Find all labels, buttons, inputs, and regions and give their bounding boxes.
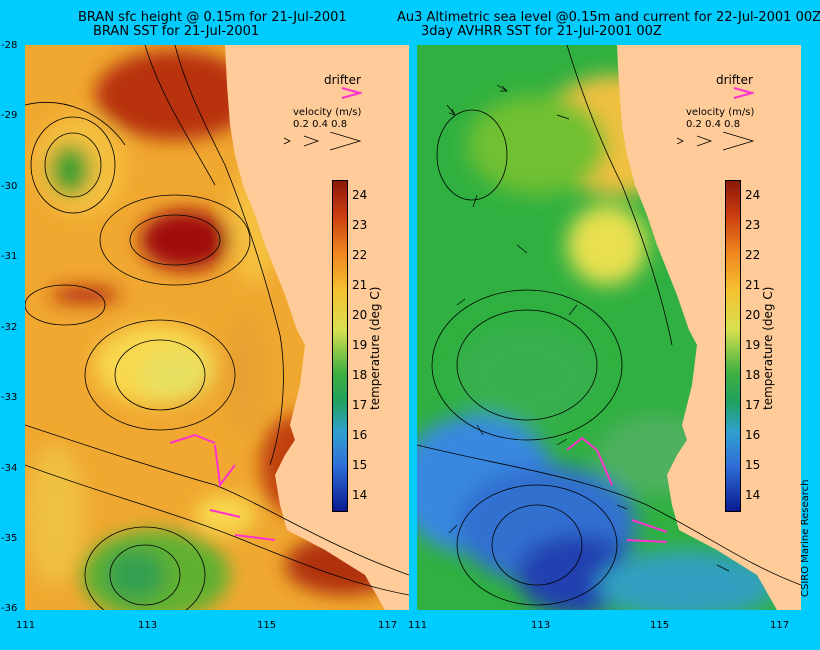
lon-tick-label: 111 <box>408 620 428 631</box>
colorbar-tick: 24 <box>745 188 761 202</box>
drifter-legend-arrow <box>733 87 754 99</box>
lat-tick-label: -34 <box>1 463 18 474</box>
colorbar-tick: 14 <box>745 488 761 502</box>
left-title-line2: BRAN SST for 21-Jul-2001 <box>93 24 260 39</box>
colorbar-tick: 16 <box>352 428 368 442</box>
lat-tick-label: -31 <box>1 251 18 262</box>
colorbar-tick: 21 <box>745 278 761 292</box>
lat-tick-label: -35 <box>1 533 18 544</box>
velocity-legend-values: 0.2 0.4 0.8 <box>293 119 348 130</box>
colorbar-tick: 15 <box>352 458 368 472</box>
temperature-colorbar <box>332 180 348 512</box>
lon-tick-label: 113 <box>531 620 551 631</box>
lon-tick-label: 117 <box>378 620 398 631</box>
land-right <box>617 45 801 610</box>
colorbar-tick: 23 <box>352 218 368 232</box>
colorbar-tick: 24 <box>352 188 368 202</box>
colorbar-title: temperature (deg C) <box>368 286 382 410</box>
lat-tick-label: -29 <box>1 110 18 121</box>
colorbar-tick: 19 <box>352 338 368 352</box>
drifter-legend-arrow <box>341 87 362 99</box>
right-title-line2: 3day AVHRR SST for 21-Jul-2001 00Z <box>421 24 662 39</box>
colorbar-tick: 15 <box>745 458 761 472</box>
temperature-colorbar <box>725 180 741 512</box>
drifter-legend-label: drifter <box>324 73 361 87</box>
colorbar-tick: 19 <box>745 338 761 352</box>
right-sst-map <box>417 45 801 610</box>
colorbar-title: temperature (deg C) <box>761 286 775 410</box>
lon-tick-label: 115 <box>650 620 670 631</box>
colorbar-tick: 17 <box>352 398 368 412</box>
sea-level-contours-left <box>25 45 409 610</box>
sea-level-contours-right <box>417 45 801 606</box>
drifter-tracks-right <box>566 436 668 543</box>
velocity-legend-values: 0.2 0.4 0.8 <box>686 119 741 130</box>
lon-tick-label: 111 <box>16 620 36 631</box>
credit-label: CSIRO Marine Research <box>800 479 811 597</box>
current-vectors-right <box>446 84 730 572</box>
velocity-legend-label: velocity (m/s) <box>686 107 755 118</box>
lat-tick-label: -30 <box>1 181 18 192</box>
right-title-line1: Au3 Altimetric sea level @0.15m and curr… <box>397 10 820 25</box>
colorbar-tick: 21 <box>352 278 368 292</box>
lat-tick-label: -28 <box>1 40 18 51</box>
lon-tick-label: 113 <box>138 620 158 631</box>
colorbar-tick: 17 <box>745 398 761 412</box>
sst-field-left <box>25 50 405 610</box>
lon-tick-label: 115 <box>257 620 277 631</box>
colorbar-tick: 16 <box>745 428 761 442</box>
colorbar-tick: 20 <box>745 308 761 322</box>
left-title-line1: BRAN sfc height @ 0.15m for 21-Jul-2001 <box>78 10 347 25</box>
colorbar-tick: 22 <box>745 248 761 262</box>
velocity-scale-arrows <box>283 132 362 151</box>
lon-tick-label: 117 <box>770 620 790 631</box>
colorbar-tick: 22 <box>352 248 368 262</box>
lat-tick-label: -36 <box>1 603 18 614</box>
colorbar-tick: 14 <box>352 488 368 502</box>
colorbar-tick: 20 <box>352 308 368 322</box>
velocity-scale-arrows <box>676 132 755 151</box>
colorbar-tick: 18 <box>352 368 368 382</box>
lat-tick-label: -33 <box>1 392 18 403</box>
land-left <box>225 45 409 610</box>
velocity-legend-label: velocity (m/s) <box>293 107 362 118</box>
lat-tick-label: -32 <box>1 322 18 333</box>
colorbar-tick: 18 <box>745 368 761 382</box>
left-sst-map <box>25 45 409 610</box>
drifter-tracks-left <box>169 433 276 541</box>
drifter-legend-label: drifter <box>716 73 753 87</box>
colorbar-tick: 23 <box>745 218 761 232</box>
